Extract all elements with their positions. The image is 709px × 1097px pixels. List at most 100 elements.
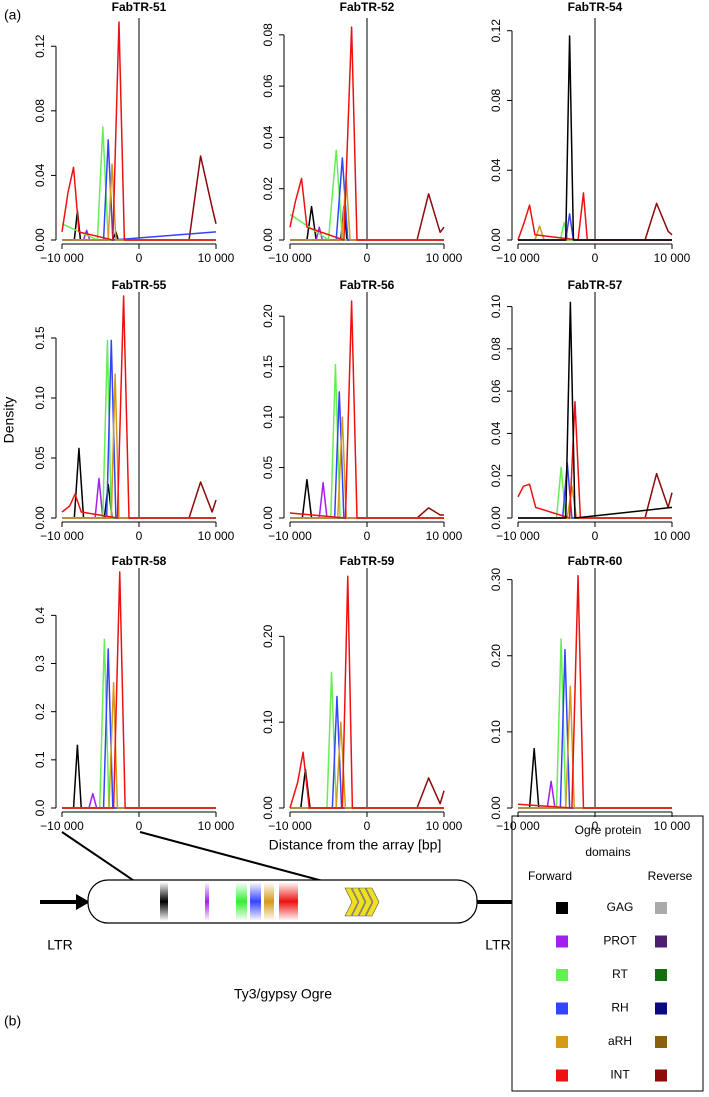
x-tick-label: 0 bbox=[136, 819, 143, 833]
panel: FabTR-60 0.00 0.10 0.20 0.30 −10 000 0 10 000 bbox=[489, 554, 691, 833]
legend-label: aRH bbox=[608, 1034, 632, 1048]
x-tick-label: 0 bbox=[592, 819, 599, 833]
y-tick-label: 0.00 bbox=[33, 506, 47, 530]
x-tick-label: −10 000 bbox=[496, 819, 540, 833]
x-tick-label: 0 bbox=[364, 529, 371, 543]
y-tick-label: 0.00 bbox=[489, 796, 503, 820]
legend-heading: Reverse bbox=[648, 869, 693, 883]
y-tick-label: 0.15 bbox=[33, 326, 47, 350]
legend-label: RH bbox=[611, 1001, 628, 1015]
y-tick-label: 0.10 bbox=[33, 386, 47, 410]
legend-title: Ogre protein bbox=[575, 823, 642, 837]
x-tick-label: 10 000 bbox=[654, 819, 691, 833]
x-tick-label: 0 bbox=[136, 251, 143, 265]
x-tick-label: 10 000 bbox=[426, 529, 463, 543]
y-tick-label: 0.08 bbox=[489, 337, 503, 361]
panel: FabTR-57 0.00 0.02 0.04 0.06 0.08 0.10 −10 000 0… bbox=[489, 278, 691, 543]
y-tick-label: 0.12 bbox=[33, 34, 47, 58]
x-tick-label: 10 000 bbox=[654, 529, 691, 543]
legend-swatch bbox=[655, 902, 667, 914]
y-tick-label: 0.3 bbox=[33, 655, 47, 672]
x-tick-label: −10 000 bbox=[40, 529, 84, 543]
density-curve bbox=[289, 300, 444, 519]
density-curve bbox=[61, 295, 216, 519]
panel-title: FabTR-55 bbox=[112, 278, 167, 292]
y-tick-label: 0.00 bbox=[261, 796, 275, 820]
x-tick-label: 10 000 bbox=[426, 819, 463, 833]
y-tick-label: 0.08 bbox=[261, 23, 275, 47]
y-tick-label: 0.02 bbox=[261, 177, 275, 201]
y-axis-title: Density bbox=[1, 397, 17, 444]
x-axis-title: Distance from the array [bp] bbox=[269, 837, 442, 853]
y-tick-label: 0.2 bbox=[33, 703, 47, 720]
y-tick-label: 0.15 bbox=[261, 355, 275, 379]
density-curve bbox=[517, 575, 672, 809]
y-tick-label: 0.4 bbox=[33, 607, 47, 624]
x-tick-label: −10 000 bbox=[496, 251, 540, 265]
legend-swatch bbox=[655, 1002, 667, 1015]
density-curve bbox=[517, 400, 672, 519]
legend-label: RT bbox=[612, 967, 628, 981]
y-tick-label: 0.00 bbox=[261, 506, 275, 530]
panel: FabTR-52 0.00 0.02 0.04 0.06 0.08 −10 000 0 10 0… bbox=[261, 0, 463, 265]
ltr-arrow bbox=[76, 894, 90, 910]
x-tick-label: 0 bbox=[364, 819, 371, 833]
legend-label: PROT bbox=[603, 934, 637, 948]
panel-label: (a) bbox=[4, 7, 21, 23]
y-tick-label: 0.10 bbox=[489, 720, 503, 744]
domain-band bbox=[205, 882, 209, 921]
y-tick-label: 0.05 bbox=[33, 446, 47, 470]
y-tick-label: 0.04 bbox=[261, 125, 275, 149]
x-tick-label: 0 bbox=[592, 251, 599, 265]
y-tick-label: 0.08 bbox=[33, 99, 47, 123]
panel: FabTR-59 0.00 0.10 0.20 −10 000 0 10 000 bbox=[261, 554, 463, 833]
panel-title: FabTR-56 bbox=[340, 278, 395, 292]
legend-box bbox=[511, 815, 704, 1092]
x-tick-label: 10 000 bbox=[198, 529, 235, 543]
panel: FabTR-55 0.00 0.05 0.10 0.15 −10 000 0 10 000 bbox=[33, 278, 235, 543]
legend-swatch bbox=[655, 1036, 667, 1048]
y-tick-label: 0.00 bbox=[489, 228, 503, 252]
x-tick-label: −10 000 bbox=[268, 251, 312, 265]
x-tick-label: −10 000 bbox=[40, 819, 84, 833]
density-curve bbox=[518, 35, 672, 241]
y-tick-label: 0.20 bbox=[261, 304, 275, 328]
x-tick-label: −10 000 bbox=[40, 251, 84, 265]
legend-swatch bbox=[556, 969, 568, 981]
y-tick-label: 0.12 bbox=[489, 19, 503, 43]
panel-title: FabTR-52 bbox=[340, 0, 395, 14]
panel: FabTR-58 0.0 0.1 0.2 0.3 0.4 −10 000 0 10 000 bbox=[33, 554, 235, 833]
y-tick-label: 0.10 bbox=[261, 405, 275, 429]
density-curve bbox=[289, 575, 444, 809]
y-tick-label: 0.08 bbox=[489, 88, 503, 112]
x-tick-label: 10 000 bbox=[426, 251, 463, 265]
y-tick-label: 0.04 bbox=[33, 163, 47, 187]
legend-swatch bbox=[655, 935, 667, 948]
panel-title: FabTR-54 bbox=[568, 0, 623, 14]
x-tick-label: 10 000 bbox=[198, 819, 235, 833]
legend-swatch bbox=[556, 1002, 568, 1015]
domain-band bbox=[160, 882, 168, 921]
density-curve bbox=[517, 192, 672, 241]
panel: FabTR-51 0.00 0.04 0.08 0.12 −10 000 0 10 000 bbox=[33, 0, 235, 265]
y-tick-label: 0.00 bbox=[33, 228, 47, 252]
legend-swatch bbox=[556, 935, 568, 948]
element-name: Ty3/gypsy Ogre bbox=[234, 986, 332, 1002]
x-tick-label: 0 bbox=[364, 251, 371, 265]
legend: Ogre protein domains Forward Reverse GAG… bbox=[511, 815, 704, 1092]
legend-swatch bbox=[556, 1036, 568, 1048]
y-tick-label: 0.10 bbox=[489, 295, 503, 319]
ltr-label: LTR bbox=[47, 937, 72, 953]
y-tick-label: 0.30 bbox=[489, 568, 503, 592]
y-tick-label: 0.0 bbox=[33, 799, 47, 816]
panel: FabTR-56 0.00 0.05 0.10 0.15 0.20 −10 000 0 10 0… bbox=[261, 278, 463, 543]
legend-swatch bbox=[556, 902, 568, 914]
chevrons bbox=[344, 887, 380, 917]
panel: FabTR-54 0.00 0.04 0.08 0.12 −10 000 0 10 000 bbox=[489, 0, 691, 265]
legend-label: GAG bbox=[607, 900, 634, 914]
legend-title: domains bbox=[585, 845, 630, 859]
domain-band bbox=[250, 882, 261, 921]
ltr-label: LTR bbox=[485, 937, 510, 953]
density-curve bbox=[289, 26, 444, 241]
